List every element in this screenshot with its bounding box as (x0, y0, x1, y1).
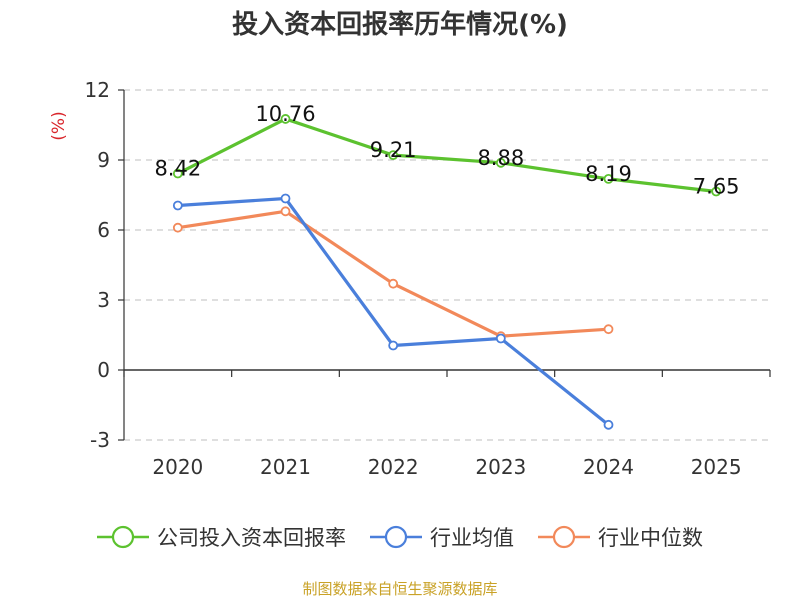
y-tick-label: 0 (97, 358, 110, 382)
data-point[interactable] (711, 186, 722, 197)
legend-item[interactable]: 行业中位数 (538, 525, 703, 550)
data-label: 10.76 (255, 102, 315, 126)
data-point[interactable] (388, 340, 399, 351)
axes: 12 9 6 3 0 -3 2020 2021 2022 2023 2024 2025 (85, 78, 771, 479)
x-tick-label: 2022 (368, 455, 419, 479)
y-tick-label: -3 (90, 428, 110, 452)
x-tick-label: 2021 (260, 455, 311, 479)
legend-marker-icon (552, 525, 576, 549)
series-line (177, 117, 717, 194)
data-point[interactable] (172, 200, 183, 211)
data-point[interactable] (280, 193, 291, 204)
legend[interactable]: 公司投入资本回报率 行业均值 行业中位数 (97, 525, 703, 550)
x-tick-label: 2025 (691, 455, 742, 479)
legend-label: 行业均值 (430, 526, 514, 550)
y-tick-label: 3 (97, 288, 110, 312)
x-tick-label: 2024 (583, 455, 634, 479)
data-point[interactable] (495, 333, 506, 344)
data-point[interactable] (603, 324, 614, 335)
data-point[interactable] (603, 419, 614, 430)
y-axis-label: (%) (49, 111, 69, 140)
data-label: 8.42 (154, 157, 201, 181)
data-point[interactable] (172, 168, 183, 179)
data-labels: 8.42 10.76 9.21 8.88 8.19 7.65 (154, 102, 739, 199)
data-point[interactable] (388, 278, 399, 289)
source-note: 制图数据来自恒生聚源数据库 (302, 580, 498, 598)
data-point[interactable] (280, 114, 291, 124)
chart-title: 投入资本回报率历年情况(%) (232, 10, 568, 40)
data-point[interactable] (172, 222, 183, 233)
legend-label: 行业中位数 (598, 526, 703, 550)
data-label: 9.21 (370, 138, 417, 162)
data-label: 7.65 (693, 175, 740, 199)
legend-marker-icon (111, 525, 135, 549)
data-label: 8.88 (477, 146, 524, 170)
y-tick-label: 12 (85, 78, 110, 102)
legend-label: 公司投入资本回报率 (157, 526, 346, 550)
x-tick-label: 2023 (475, 455, 526, 479)
legend-marker-icon (384, 525, 408, 549)
data-point[interactable] (280, 206, 291, 217)
grid-lines (124, 89, 770, 441)
x-tick-label: 2020 (152, 455, 203, 479)
y-tick-label: 9 (97, 148, 110, 172)
data-point[interactable] (495, 157, 506, 168)
legend-item[interactable]: 行业均值 (370, 525, 514, 550)
legend-item[interactable]: 公司投入资本回报率 (97, 525, 346, 550)
series-line (177, 196, 610, 427)
y-tick-label: 6 (97, 218, 110, 242)
series-lines (172, 114, 722, 430)
data-point[interactable] (603, 173, 614, 184)
data-point[interactable] (388, 150, 399, 161)
data-label: 8.19 (585, 162, 632, 186)
